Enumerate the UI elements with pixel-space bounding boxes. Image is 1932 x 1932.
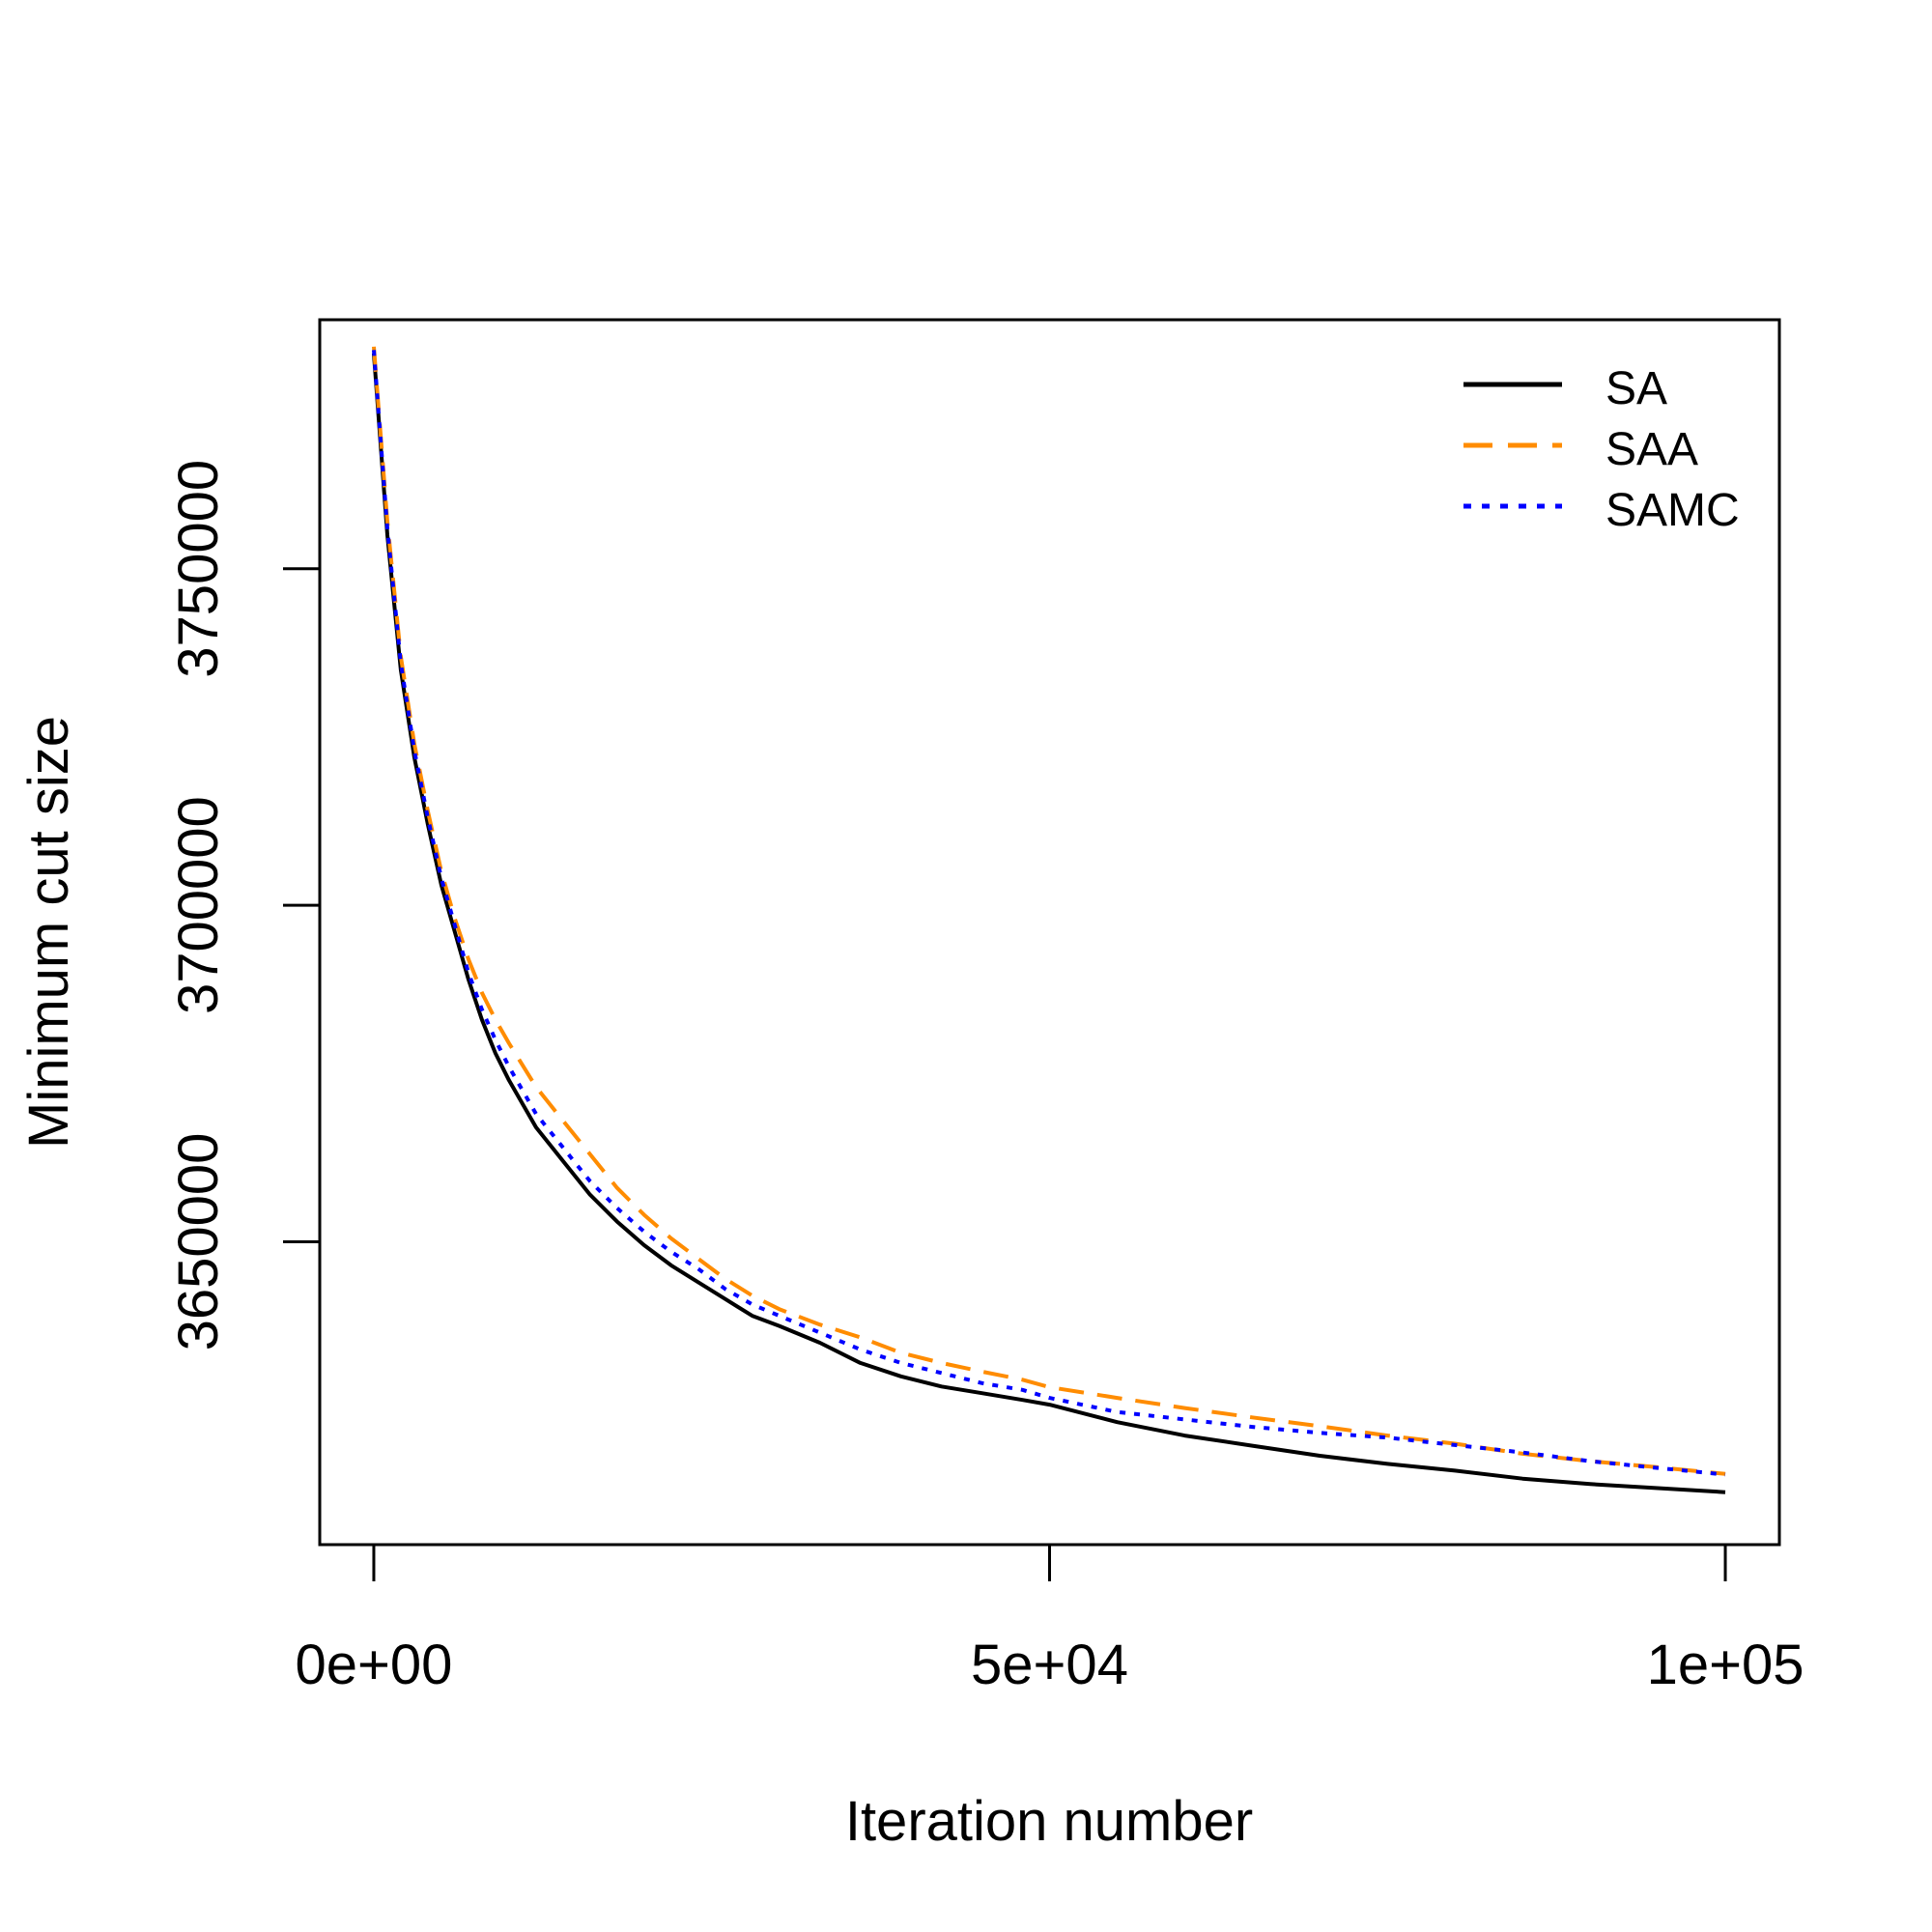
y-tick-label: 3700000 <box>167 796 230 1014</box>
x-axis: 0e+00 5e+04 1e+05 <box>296 1543 1804 1696</box>
x-tick-label: 1e+05 <box>1647 1634 1804 1696</box>
series-line-saa <box>372 346 1726 1476</box>
y-axis-label: Minimum cut size <box>17 716 80 1149</box>
x-tick-label: 5e+04 <box>971 1634 1128 1696</box>
series-line-samc <box>372 350 1726 1477</box>
legend-label-saa: SAA <box>1605 424 1698 475</box>
x-axis-label: Iteration number <box>845 1790 1253 1853</box>
x-tick-label: 0e+00 <box>296 1634 453 1696</box>
series-layer <box>372 346 1726 1494</box>
y-tick-label: 3750000 <box>167 460 230 678</box>
y-tick-label: 3650000 <box>167 1133 230 1351</box>
y-axis: 3650000 3700000 3750000 <box>167 460 320 1351</box>
legend: SA SAA SAMC <box>1463 363 1740 536</box>
legend-label-sa: SA <box>1605 363 1667 414</box>
legend-label-samc: SAMC <box>1605 485 1740 536</box>
